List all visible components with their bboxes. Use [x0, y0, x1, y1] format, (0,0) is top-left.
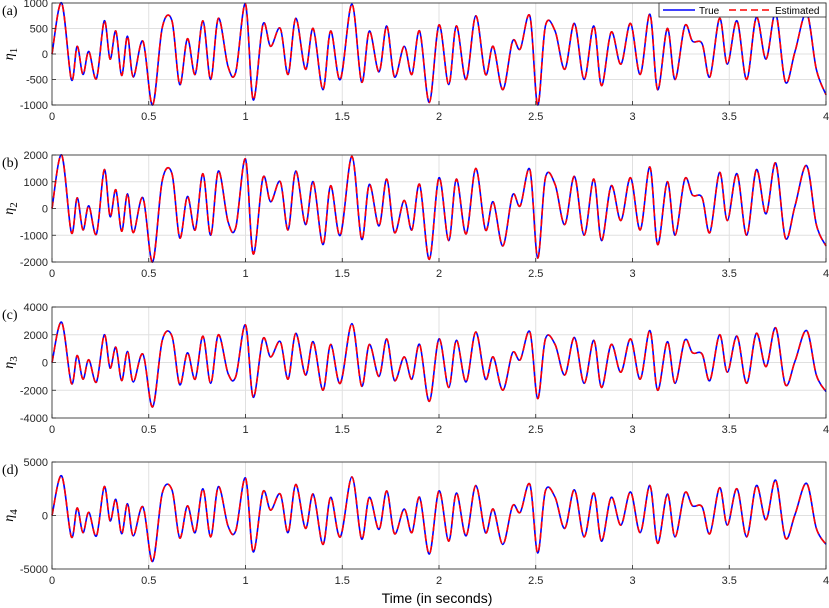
x-tick-label: 3.5 [722, 268, 737, 280]
y-tick-label: 1000 [24, 177, 48, 189]
panel-label: (a) [2, 4, 18, 19]
x-tick-label: 2.5 [528, 424, 543, 436]
series-line-estimated [51, 2, 827, 106]
x-tick-label: 3 [629, 111, 635, 123]
y-tick-label: -4000 [20, 413, 48, 425]
y-tick-label: 0 [42, 49, 48, 61]
x-tick-label: 1.5 [335, 424, 350, 436]
y-tick-label: 1000 [24, 0, 48, 10]
y-tick-label: -500 [26, 75, 48, 87]
x-tick-label: 4 [823, 424, 829, 436]
legend-label-estimated: Estimated [775, 6, 819, 17]
x-tick-label: 3.5 [722, 424, 737, 436]
panel-label: (b) [2, 156, 19, 171]
x-tick-label: 2 [436, 424, 442, 436]
x-tick-label: 4 [823, 268, 829, 280]
x-tick-label: 2.5 [528, 111, 543, 123]
series-line-estimated [51, 475, 827, 563]
x-tick-label: 0 [49, 268, 55, 280]
y-tick-label: 0 [42, 511, 48, 523]
x-tick-label: 0.5 [141, 424, 156, 436]
y-tick-label: 4000 [24, 302, 48, 314]
x-tick-label: 1.5 [335, 111, 350, 123]
y-tick-label: 2000 [24, 150, 48, 162]
series-line-estimated [51, 154, 827, 263]
x-tick-label: 1.5 [335, 575, 350, 587]
y-tick-label: 5000 [24, 457, 48, 469]
x-tick-label: 0 [49, 111, 55, 123]
x-tick-label: 4 [823, 111, 829, 123]
x-tick-label: 0.5 [141, 268, 156, 280]
x-tick-label: 1 [242, 575, 248, 587]
y-tick-label: 0 [42, 358, 48, 370]
x-axis-label: Time (in seconds) [382, 590, 493, 606]
legend-label-true: True [699, 6, 720, 17]
y-tick-label: 0 [42, 204, 48, 216]
x-tick-label: 1 [242, 424, 248, 436]
legend: True Estimated [658, 2, 827, 18]
x-tick-label: 2 [436, 575, 442, 587]
y-axis-label: η3 [2, 356, 20, 369]
y-tick-label: -5000 [20, 564, 48, 576]
series-line-estimated [51, 321, 827, 408]
panel-label: (d) [2, 463, 19, 478]
x-tick-label: 0.5 [141, 111, 156, 123]
y-tick-label: -2000 [20, 385, 48, 397]
x-tick-label: 2 [436, 268, 442, 280]
y-axis-label: η4 [2, 509, 20, 522]
x-tick-label: 2 [436, 111, 442, 123]
y-tick-label: 500 [30, 24, 48, 36]
x-tick-label: 0 [49, 424, 55, 436]
x-tick-label: 2.5 [528, 268, 543, 280]
x-tick-label: 2.5 [528, 575, 543, 587]
y-axis-label: η2 [2, 202, 20, 214]
y-tick-label: 2000 [24, 330, 48, 342]
panel-label: (c) [2, 308, 18, 323]
x-tick-label: 3 [629, 424, 635, 436]
x-tick-label: 4 [823, 575, 829, 587]
y-tick-label: -1000 [20, 230, 48, 242]
x-tick-label: 3 [629, 575, 635, 587]
x-tick-label: 1.5 [335, 268, 350, 280]
panel-b: 0 0.5 1 1.5 2 2.5 3 3.5 4 -2000 -1000 0 1000 2000 (b) η… [2, 150, 829, 280]
y-axis-label: η1 [2, 48, 20, 60]
x-tick-label: 1 [242, 111, 248, 123]
panel-a: 0 0.5 1 1.5 2 2.5 3 3.5 4 -1000 -500 0 500 1000 (a) η1 T… [2, 0, 829, 123]
x-tick-label: 3 [629, 268, 635, 280]
y-tick-label: -1000 [20, 100, 48, 112]
x-tick-label: 0 [49, 575, 55, 587]
x-tick-label: 1 [242, 268, 248, 280]
panel-c: 0 0.5 1 1.5 2 2.5 3 3.5 4 -4000 -2000 0 2000 4000 (c) η… [2, 302, 829, 436]
x-tick-label: 0.5 [141, 575, 156, 587]
x-tick-label: 3.5 [722, 575, 737, 587]
x-tick-label: 3.5 [722, 111, 737, 123]
y-tick-label: -2000 [20, 257, 48, 269]
